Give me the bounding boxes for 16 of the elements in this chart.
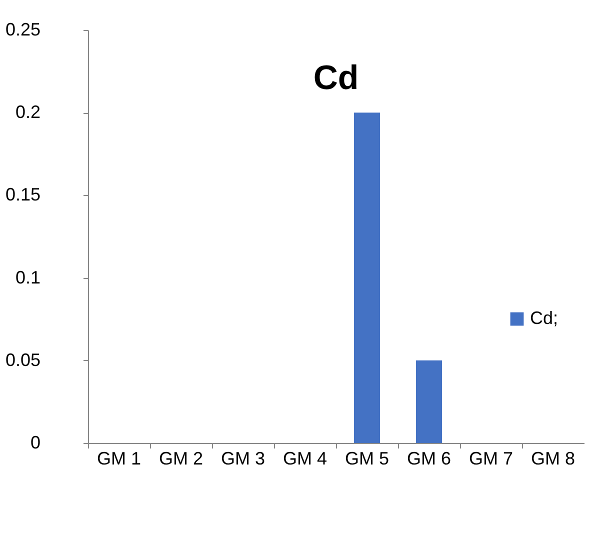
x-tick-label: GM 7	[468, 448, 514, 468]
x-tick-label: GM 4	[282, 448, 328, 468]
y-tick-label: 0.1	[15, 267, 40, 288]
y-tick-label: 0.25	[5, 20, 40, 40]
y-tick-label: 0.2	[15, 102, 40, 122]
x-tick-label: GM 8	[530, 448, 576, 468]
legend-label: Cd;	[530, 308, 558, 328]
y-tick-label: 0	[30, 432, 40, 452]
x-tick-label: GM 6	[406, 448, 452, 468]
text: Cd	[313, 59, 359, 97]
y-tick-label: 0.05	[5, 350, 40, 370]
x-tick-label: GM 2	[158, 448, 204, 468]
x-tick-label: GM 1	[96, 448, 142, 468]
y-tick-label: 0.15	[5, 184, 40, 205]
x-tick-label: GM 3	[220, 448, 266, 468]
x-tick-label: GM 5	[344, 448, 390, 468]
